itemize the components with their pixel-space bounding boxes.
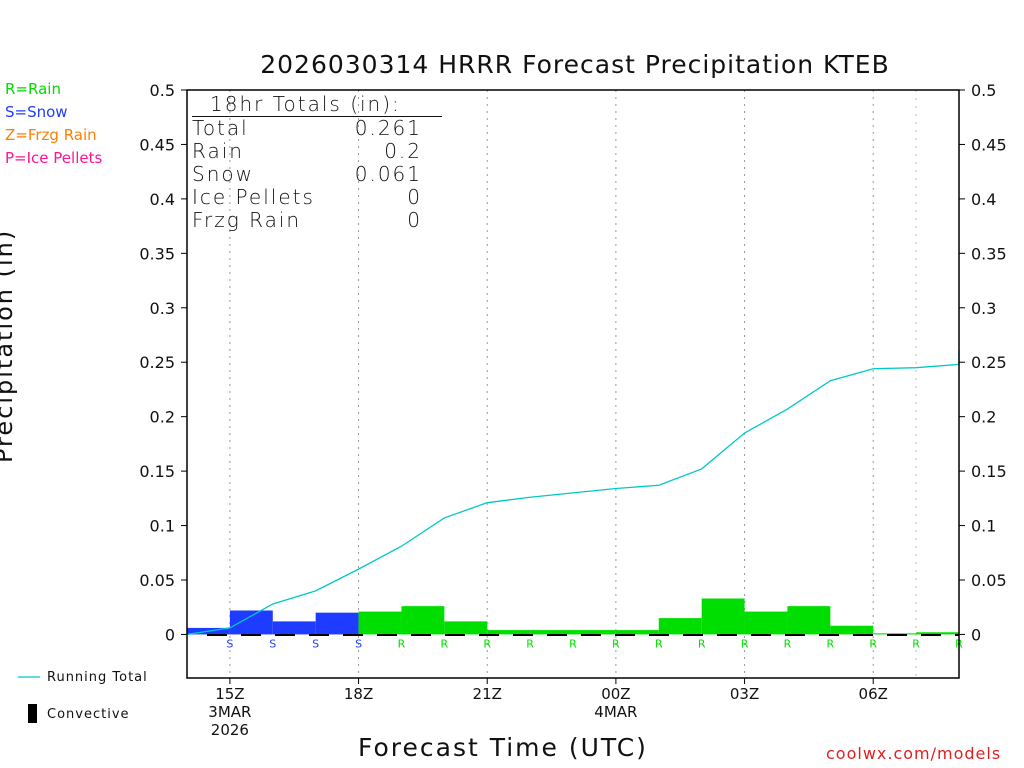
y-tick-label-right: 0 [971,625,981,644]
y-tick-label-right: 0.15 [971,462,1007,481]
ptype-mark: R [869,637,877,650]
ptype-mark: R [827,637,835,650]
y-tick-label-left: 0.3 [150,299,175,318]
precip-bar [487,630,531,635]
precip-bar [615,630,659,635]
y-tick-label-right: 0.2 [971,408,996,427]
ptype-mark: S [312,637,319,650]
totals-row-frzg-rain: Frzg Rain 0 [192,209,422,232]
convective-legend-label: Convective [47,707,130,722]
precip-bar [530,630,573,635]
chart-title: 2026030314 HRRR Forecast Precipitation K… [260,50,890,79]
precip-bar [315,612,359,635]
y-tick-label-left: 0.45 [139,135,175,154]
precip-bar [873,633,917,635]
ptype-mark: R [569,637,577,650]
ptype-mark: R [912,637,920,650]
ptype-mark: R [398,637,406,650]
x-tick-label: 06Z [859,685,888,703]
legend-frzg-rain: Z=Frzg Rain [5,126,97,144]
precip-bar [358,611,402,635]
y-tick-label-left: 0.35 [139,244,175,263]
x-tick-label: 4MAR [594,703,637,721]
precip-bar [658,618,702,635]
totals-row-total: Total 0.261 [192,117,422,140]
credit-text: coolwx.com/models [826,744,1002,763]
y-tick-label-left: 0.25 [139,353,175,372]
y-tick-label-left: 0.2 [150,408,175,427]
running-total-line [186,350,960,636]
ptype-mark: R [526,637,534,650]
totals-value: 0.261 [354,116,422,140]
totals-row-snow: Snow 0.061 [192,163,422,186]
ptype-mark: S [226,637,233,650]
precip-bar [830,625,874,635]
precip-bar [916,632,959,635]
x-tick-label: 00Z [601,685,630,703]
y-tick-label-right: 0.1 [971,517,996,536]
plot-frame [186,89,960,679]
y-tick-label-left: 0 [165,625,175,644]
x-axis-label: Forecast Time (UTC) [358,733,648,762]
precip-bar [401,606,445,635]
x-tick-label: 2026 [211,721,249,739]
totals-row-rain: Rain 0.2 [192,140,422,163]
totals-row-ice-pellets: Ice Pellets 0 [192,186,422,209]
precip-bar [272,621,316,635]
totals-value: 0.2 [384,139,422,163]
ptype-mark: R [698,637,706,650]
precip-bar [229,610,273,635]
y-tick-label-left: 0.4 [150,190,175,209]
y-tick-label-left: 0.5 [150,81,175,100]
ptype-mark: R [784,637,792,650]
precip-bar [787,606,831,635]
y-tick-label-right: 0.25 [971,353,1007,372]
totals-label: Snow [192,162,254,186]
totals-box: 18hr Totals (in): Total 0.261 Rain 0.2 Sno… [192,92,442,232]
x-tick-label: 3MAR [208,703,251,721]
ptype-mark: R [655,637,663,650]
legend-rain: R=Rain [5,80,61,98]
y-tick-label-right: 0.5 [971,81,996,100]
ptype-mark: S [355,637,362,650]
totals-header: 18hr Totals (in): [192,92,442,117]
precip-bar [444,621,488,635]
x-tick-label: 21Z [473,685,502,703]
y-tick-label-right: 0.05 [971,571,1007,590]
y-tick-label-left: 0.05 [139,571,175,590]
precip-bar [744,611,788,635]
y-tick-label-left: 0.1 [150,517,175,536]
y-tick-label-right: 0.4 [971,190,996,209]
totals-value: 0 [407,185,422,209]
totals-value: 0.061 [354,162,422,186]
legend-ice-pellets: P=Ice Pellets [5,149,103,167]
legend-snow: S=Snow [5,103,68,121]
x-tick-label: 18Z [344,685,373,703]
ptype-mark: S [269,637,276,650]
ptype-mark: R [441,637,449,650]
precip-bar [701,598,745,635]
totals-label: Total [192,116,249,140]
totals-label: Ice Pellets [192,185,315,209]
ptype-mark: R [741,637,749,650]
totals-value: 0 [407,208,422,232]
y-tick-label-right: 0.3 [971,299,996,318]
ptype-mark: R [612,637,620,650]
totals-label: Rain [192,139,244,163]
precip-bar [573,630,616,635]
x-tick-label: 03Z [730,685,759,703]
x-tick-label: 15Z [215,685,244,703]
y-tick-label-right: 0.45 [971,135,1007,154]
y-tick-label-right: 0.35 [971,244,1007,263]
convective-legend-swatch [28,704,37,723]
y-tick-label-left: 0.15 [139,462,175,481]
running-total-legend-label: Running Total [47,670,148,685]
totals-label: Frzg Rain [192,208,302,232]
ptype-mark: R [483,637,491,650]
